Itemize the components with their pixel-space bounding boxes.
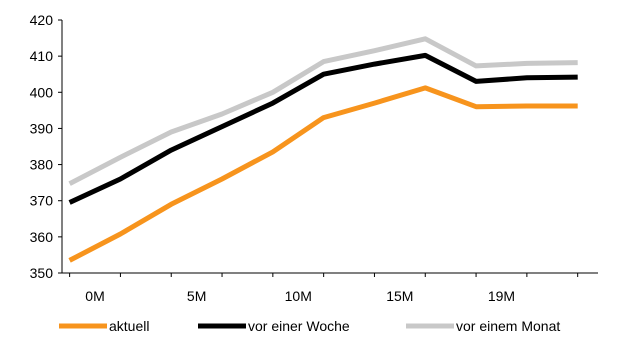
y-tick-label: 360 bbox=[30, 229, 54, 245]
y-tick-label: 380 bbox=[30, 157, 54, 173]
y-tick-label: 420 bbox=[30, 12, 54, 28]
y-tick-label: 400 bbox=[30, 84, 54, 100]
x-tick-label: 19M bbox=[488, 288, 515, 304]
axes: 350 360 370 380 390 400 410 420 0M 5M 10M 15M 19M bbox=[30, 12, 598, 304]
legend-label-0: aktuell bbox=[109, 318, 149, 334]
y-tick-label: 350 bbox=[30, 265, 54, 281]
legend-label-2: vor einem Monat bbox=[456, 318, 560, 334]
x-tick-label: 5M bbox=[187, 288, 206, 304]
series-lines bbox=[68, 36, 578, 263]
x-tick-label: 10M bbox=[285, 288, 312, 304]
y-tick-label: 390 bbox=[30, 120, 54, 136]
series-line-2 bbox=[68, 36, 578, 186]
y-tick-label: 370 bbox=[30, 193, 54, 209]
x-tick-label: 0M bbox=[85, 288, 104, 304]
legend-label-1: vor einer Woche bbox=[248, 318, 350, 334]
legend: aktuell vor einer Woche vor einem Monat bbox=[59, 318, 560, 334]
y-tick-label: 410 bbox=[30, 48, 54, 64]
x-tick-label: 15M bbox=[386, 288, 413, 304]
series-line-1 bbox=[68, 52, 578, 205]
series-line-0 bbox=[68, 85, 578, 263]
